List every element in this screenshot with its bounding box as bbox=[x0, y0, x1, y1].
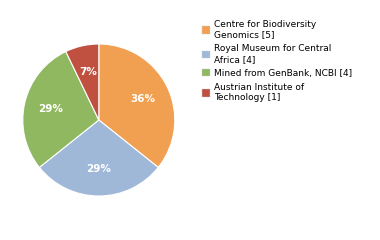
Wedge shape bbox=[99, 44, 175, 167]
Wedge shape bbox=[66, 44, 99, 120]
Wedge shape bbox=[23, 52, 99, 167]
Wedge shape bbox=[40, 120, 158, 196]
Text: 7%: 7% bbox=[79, 67, 97, 77]
Text: 29%: 29% bbox=[38, 104, 63, 114]
Text: 36%: 36% bbox=[131, 94, 156, 104]
Legend: Centre for Biodiversity
Genomics [5], Royal Museum for Central
Africa [4], Mined: Centre for Biodiversity Genomics [5], Ro… bbox=[202, 20, 352, 102]
Text: 29%: 29% bbox=[86, 164, 111, 174]
